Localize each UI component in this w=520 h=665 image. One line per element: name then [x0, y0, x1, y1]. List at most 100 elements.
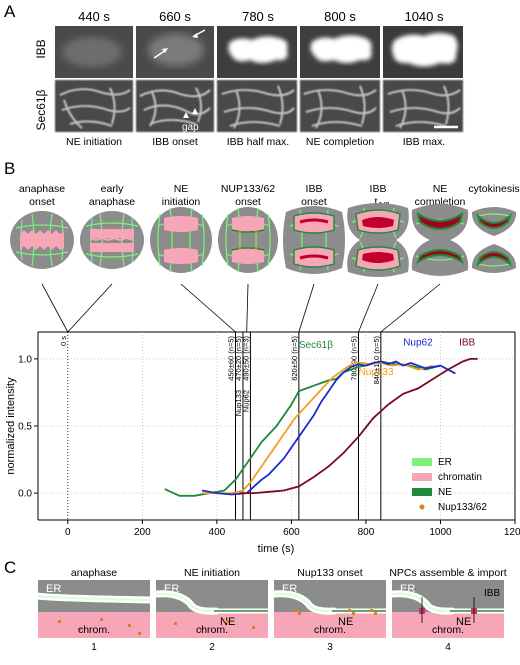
series-line-nup62	[201, 360, 456, 496]
time-label-2: 660 s	[159, 9, 191, 24]
series-line-sec61	[164, 360, 441, 497]
event-lines: 0 s 450±60 (n=5)470±20 (n=5) Nup133 490±50 …	[59, 332, 382, 520]
cell-schematics	[10, 203, 517, 277]
sec61b-micrograph-row	[55, 80, 463, 132]
connector-line	[41, 283, 69, 333]
series-labels: Sec61β Nup133 Nup62 IBB	[299, 337, 476, 378]
er-label: ER	[400, 583, 415, 595]
nup-marker	[348, 609, 351, 612]
sec61b-image-800	[300, 80, 380, 132]
time-label-5: 1040 s	[404, 9, 444, 24]
chrom-label: chrom.	[314, 624, 346, 636]
legend-marker	[412, 488, 432, 496]
stage-label-2a: early	[101, 183, 125, 195]
legend-marker	[419, 504, 425, 510]
stage-label-1b: onset	[29, 196, 55, 208]
legend-label: Nup133/62	[438, 502, 487, 513]
stage-connectors	[41, 283, 441, 333]
event-label: 490±50 (n=3)	[241, 336, 250, 381]
cell-ne-initiation	[150, 207, 212, 273]
connector-line	[180, 283, 236, 333]
series-label: Sec61β	[299, 340, 333, 351]
x-tick-label: 800	[358, 527, 375, 538]
diagram-title: anaphase	[71, 567, 117, 579]
connector-line	[246, 283, 249, 333]
caption-3: IBB half max.	[227, 136, 289, 148]
nup-marker	[200, 628, 203, 631]
caption-2: IBB onset	[152, 136, 198, 148]
panel-b: B anaphase onset early anaphase NE initi…	[4, 159, 520, 555]
diagram-number: 3	[327, 642, 333, 653]
stage-label-5b: onset	[301, 196, 327, 208]
series-label: Nup133	[358, 367, 393, 378]
diagram-title: NE initiation	[184, 567, 240, 579]
y-ticks: 0.0 0.5 1.0	[18, 354, 38, 500]
legend-label: NE	[438, 487, 452, 498]
connector-line	[380, 283, 441, 333]
ne-label: NE	[338, 616, 353, 628]
x-tick-label: 200	[134, 527, 151, 538]
caption-4: NE completion	[306, 136, 374, 148]
nup-marker	[294, 609, 297, 612]
stage-label-3a: NE	[174, 183, 189, 195]
panel-c-diagram-1: anaphase ER chrom. 1	[34, 567, 154, 653]
x-tick-label: 400	[209, 527, 226, 538]
chrom-label: chrom.	[432, 624, 464, 636]
connector-line	[298, 283, 315, 333]
arrowhead-icon	[183, 112, 189, 118]
arrowhead-icon	[192, 108, 198, 114]
nup-marker	[374, 612, 377, 615]
cell-anaphase-onset	[10, 211, 74, 269]
panel-c-diagram-2: NE initiationERNEchrom.2	[152, 567, 268, 653]
panel-a: A 440 s 660 s 780 s 800 s 1040 s IBB Sec…	[4, 2, 463, 148]
time-label-4: 800 s	[324, 9, 356, 24]
stage-label-4a: NUP133/62	[221, 183, 275, 195]
event-label: 450±60 (n=5)	[227, 336, 236, 381]
panel-label-c: C	[4, 558, 16, 577]
stage-label-5a: IBB	[306, 183, 323, 195]
connector-line	[358, 283, 379, 333]
chrom-label: chrom.	[196, 624, 228, 636]
caption-1: NE initiation	[66, 136, 122, 148]
stage-label-1a: anaphase	[19, 183, 65, 195]
diagram-title: NPCs assemble & import	[389, 567, 506, 579]
diagram-number: 4	[445, 642, 451, 653]
nup-marker	[58, 620, 61, 623]
legend-label: chromatin	[438, 472, 482, 483]
series-line-ibb	[239, 358, 478, 494]
series-label: IBB	[459, 337, 475, 348]
stage-label-8: cytokinesis	[468, 183, 519, 195]
chromatin-region	[392, 612, 504, 638]
nup-marker	[226, 620, 229, 623]
event-label: 620±50 (n=5)	[290, 336, 299, 381]
event-label: 780±90 (n=5)	[349, 336, 358, 381]
cell-ibb-onset	[283, 206, 345, 274]
y-tick-label: 0.0	[18, 489, 32, 500]
row-label-sec61b: Sec61β	[34, 89, 48, 130]
nup-marker	[138, 632, 141, 635]
panel-label-b: B	[4, 159, 15, 178]
nup-marker	[298, 612, 301, 615]
nup-marker	[370, 609, 373, 612]
event-label: 840±110 (n=5)	[372, 336, 381, 385]
series-label: Nup62	[403, 337, 433, 348]
nup-marker	[252, 626, 255, 629]
time-label-1: 440 s	[78, 9, 110, 24]
y-tick-label: 1.0	[18, 354, 32, 365]
stage-label-2b: anaphase	[89, 196, 135, 208]
sec61b-image-1040	[383, 80, 463, 132]
legend-marker	[412, 473, 432, 481]
cell-ne-completion	[411, 204, 469, 276]
sec61b-image-660	[136, 80, 214, 132]
ibb-micrograph-row	[55, 26, 463, 78]
legend: ER chromatin NE Nup133/62	[412, 457, 487, 513]
chrom-label: chrom.	[78, 624, 110, 636]
stage-label-3b: initiation	[162, 196, 201, 208]
